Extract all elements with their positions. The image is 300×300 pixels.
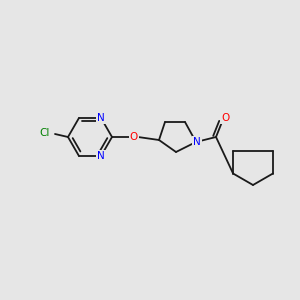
- Text: Cl: Cl: [40, 128, 50, 138]
- Text: N: N: [97, 151, 105, 161]
- Text: O: O: [130, 132, 138, 142]
- Text: N: N: [97, 113, 105, 123]
- Text: O: O: [221, 113, 229, 123]
- Text: N: N: [193, 137, 201, 147]
